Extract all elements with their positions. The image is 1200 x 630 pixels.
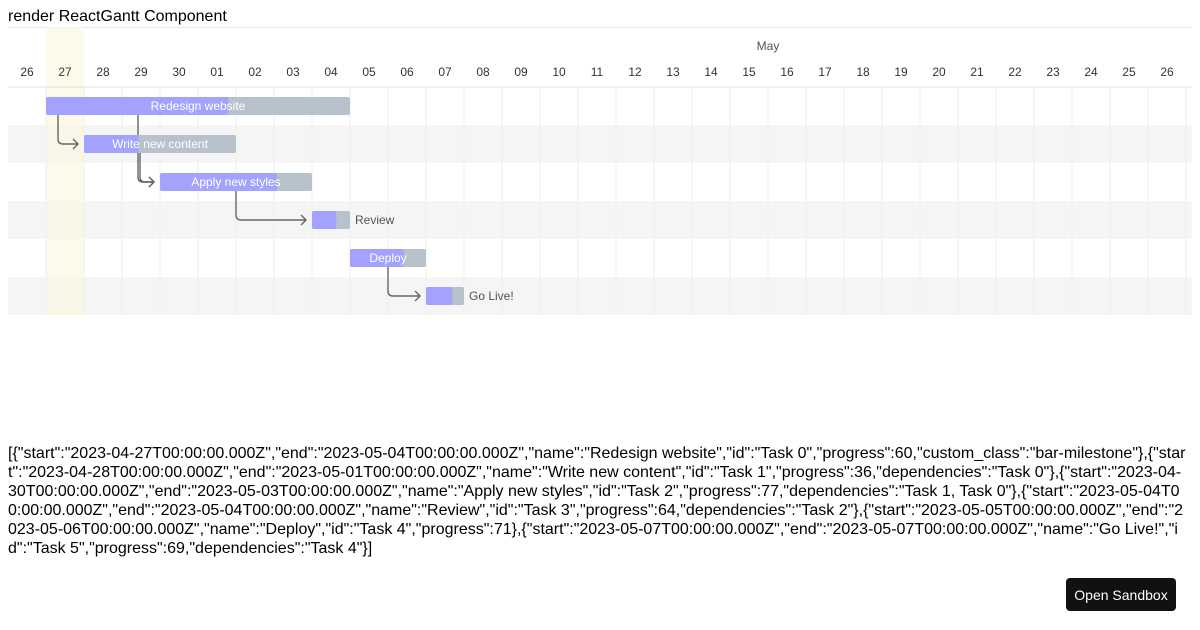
day-label: 26 (1160, 65, 1174, 79)
row-background (8, 277, 1192, 315)
day-label: 29 (134, 65, 148, 79)
task-label: Redesign website (151, 99, 246, 113)
dependency-arrow (387, 267, 421, 302)
day-label: 07 (438, 65, 452, 79)
task-label: Go Live! (469, 289, 514, 303)
day-label: 16 (780, 65, 794, 79)
day-label: 22 (1008, 65, 1022, 79)
day-label: 24 (1084, 65, 1098, 79)
day-label: 17 (818, 65, 832, 79)
month-label: May (757, 39, 780, 53)
day-label: 12 (628, 65, 642, 79)
day-label: 02 (248, 65, 262, 79)
task-progress (312, 211, 337, 229)
task-progress (350, 249, 404, 267)
day-label: 15 (742, 65, 756, 79)
day-label: 01 (210, 65, 224, 79)
day-label: 19 (894, 65, 908, 79)
task-label: Write new content (112, 137, 208, 151)
today-highlight (46, 27, 84, 315)
day-label: 05 (362, 65, 376, 79)
day-label: 18 (856, 65, 870, 79)
day-label: 11 (591, 65, 604, 79)
day-label: 10 (552, 65, 566, 79)
data-dump: [{"start":"2023-04-27T00:00:00.000Z","en… (8, 445, 1186, 557)
day-label: 30 (172, 65, 186, 79)
day-label: 13 (666, 65, 680, 79)
task-label: Apply new styles (191, 175, 280, 189)
day-label: 25 (1122, 65, 1136, 79)
day-label: 03 (286, 65, 300, 79)
day-label: 28 (96, 65, 110, 79)
day-label: 14 (704, 65, 718, 79)
day-label: 08 (476, 65, 490, 79)
task-progress (46, 97, 229, 115)
day-label: 06 (400, 65, 414, 79)
day-label: 21 (970, 65, 984, 79)
row-background (8, 201, 1192, 239)
task-progress (426, 287, 453, 305)
day-label: 04 (324, 65, 338, 79)
day-label: 27 (58, 65, 72, 79)
day-label: 26 (20, 65, 34, 79)
task-progress (84, 135, 139, 153)
task-progress (160, 173, 278, 191)
open-sandbox-button[interactable]: Open Sandbox (1066, 578, 1176, 611)
day-label: 20 (932, 65, 946, 79)
header-title: render ReactGantt Component (8, 8, 227, 25)
dependency-arrow (235, 191, 307, 226)
gantt-chart: May 26 27 28 29 30 01 02 03 04 05 06 07 08 09 10 11 12 13… (8, 27, 1192, 315)
task-label: Review (355, 213, 395, 227)
row-background (8, 239, 1192, 277)
task-label: Deploy (369, 251, 406, 265)
dependency-arrow (137, 115, 155, 188)
day-label: 23 (1046, 65, 1060, 79)
day-label: 09 (514, 65, 528, 79)
dependency-arrow (57, 115, 79, 150)
